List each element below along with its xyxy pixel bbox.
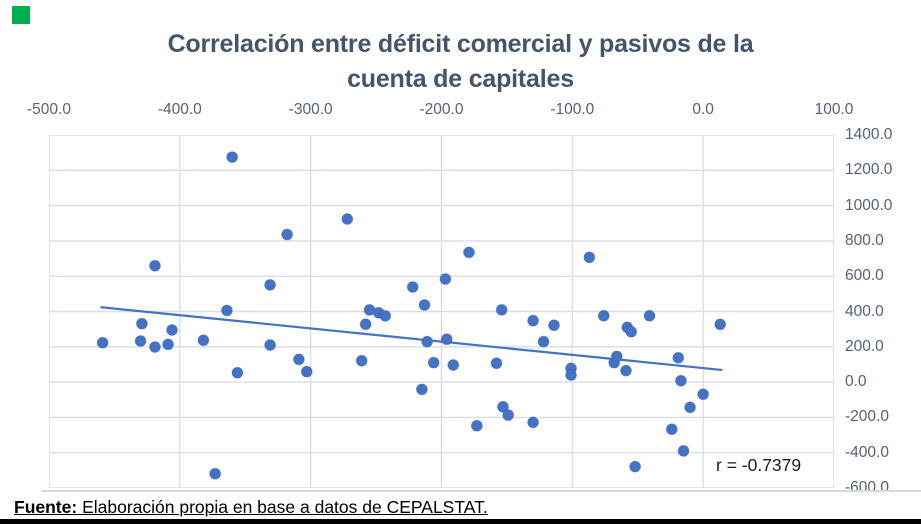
- data-point: [135, 317, 148, 330]
- data-point: [231, 366, 244, 379]
- y-axis-tick-label: -400.0: [845, 443, 889, 461]
- data-point: [672, 351, 685, 364]
- data-point: [209, 467, 222, 480]
- data-point: [470, 419, 483, 432]
- source-label: Fuente:: [14, 497, 78, 517]
- x-axis-tick-label: -500.0: [27, 101, 71, 118]
- data-point: [439, 273, 452, 286]
- data-point: [684, 401, 697, 414]
- data-point: [677, 444, 690, 457]
- x-axis-tick-label: -400.0: [157, 101, 202, 118]
- data-point: [537, 335, 550, 348]
- data-point: [643, 309, 656, 322]
- data-point: [421, 335, 434, 348]
- data-point: [264, 278, 277, 291]
- data-point: [341, 213, 354, 226]
- scatter-plot-svg: [48, 134, 835, 489]
- y-axis-tick-label: -200.0: [845, 408, 889, 426]
- data-point: [148, 340, 161, 353]
- y-axis-tick-label: 1000.0: [845, 196, 893, 214]
- trendline: [100, 306, 723, 372]
- data-point: [496, 400, 509, 413]
- data-point: [490, 357, 503, 370]
- y-axis-tick-label: 0.0: [845, 373, 867, 391]
- data-point: [300, 365, 313, 378]
- chart-title: Correlación entre déficit comercial y pa…: [0, 27, 921, 97]
- data-point: [583, 251, 596, 264]
- data-point: [359, 318, 372, 331]
- data-point: [281, 228, 294, 241]
- data-point: [165, 324, 178, 337]
- data-point: [629, 460, 642, 473]
- data-point: [96, 336, 109, 349]
- data-point: [264, 339, 277, 352]
- data-point: [415, 383, 428, 396]
- data-point: [462, 246, 475, 259]
- bottom-border-rule: [0, 519, 921, 524]
- data-point: [226, 151, 239, 164]
- data-point: [625, 325, 638, 338]
- y-axis-tick-label: 200.0: [845, 337, 884, 355]
- data-point: [548, 319, 561, 332]
- source-note: Fuente: Elaboración propia en base a dat…: [14, 497, 914, 518]
- data-point: [418, 298, 431, 311]
- data-point: [134, 334, 147, 347]
- data-point: [379, 309, 392, 322]
- y-axis-tick-label: -600.0: [845, 479, 889, 496]
- source-text: Elaboración propia en base a datos de CE…: [77, 497, 488, 517]
- data-point: [665, 423, 678, 436]
- data-point: [714, 318, 727, 331]
- data-point: [197, 334, 210, 347]
- data-point: [440, 333, 453, 346]
- y-axis-tick-label: 1200.0: [845, 161, 893, 179]
- data-point: [697, 388, 710, 401]
- data-point: [619, 364, 632, 377]
- y-axis-tick-label: 600.0: [845, 267, 884, 285]
- data-point: [292, 353, 305, 366]
- plot-area: [48, 134, 835, 489]
- x-axis-tick-label: -200.0: [419, 101, 464, 118]
- y-axis-tick-label: 800.0: [845, 231, 884, 249]
- data-point: [406, 280, 419, 293]
- data-point: [610, 350, 623, 363]
- data-point: [447, 358, 460, 371]
- data-point: [527, 416, 540, 429]
- chart-bottom-rule: [41, 490, 921, 492]
- data-point: [427, 356, 440, 369]
- chart-title-line1: Correlación entre déficit comercial y pa…: [167, 30, 754, 58]
- y-axis-tick-label: 1400.0: [845, 126, 893, 143]
- data-point: [565, 369, 578, 382]
- data-point: [162, 338, 175, 351]
- data-point: [597, 309, 610, 322]
- data-point: [527, 314, 540, 327]
- x-axis-tick-label: 0.0: [692, 101, 714, 118]
- data-point: [148, 259, 161, 272]
- y-axis-tick-label: 400.0: [845, 302, 884, 320]
- green-square-marker: [12, 6, 30, 24]
- x-axis-tick-label: -300.0: [288, 101, 333, 118]
- data-point: [220, 304, 233, 317]
- correlation-annotation: r = -0.7379: [716, 455, 802, 475]
- chart-title-line2: cuenta de capitales: [347, 65, 574, 93]
- x-axis-tick-label: -100.0: [550, 101, 595, 118]
- data-point: [674, 374, 687, 387]
- x-axis-tick-label: 100.0: [814, 101, 854, 118]
- data-point: [355, 354, 368, 367]
- data-point: [502, 409, 515, 422]
- data-point: [495, 303, 508, 316]
